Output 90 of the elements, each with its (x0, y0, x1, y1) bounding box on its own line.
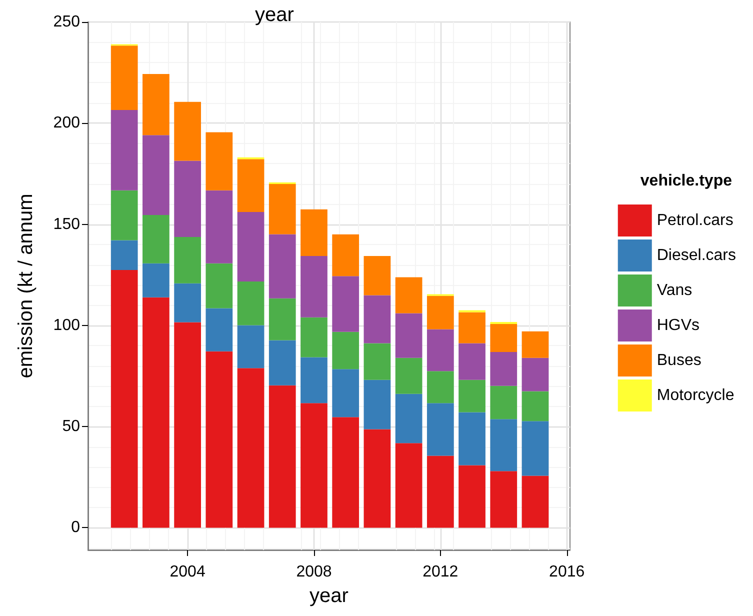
bar (522, 421, 549, 476)
legend-label: Diesel.cars (656, 247, 736, 264)
bar (364, 343, 391, 380)
bar (237, 159, 264, 212)
bar (332, 369, 360, 418)
bar (522, 391, 549, 422)
y-tick-label: 50 (62, 418, 80, 436)
bar (458, 343, 486, 380)
bar (490, 324, 518, 352)
bar (522, 476, 549, 528)
legend-label: Petrol.cars (656, 212, 734, 229)
bar (426, 371, 454, 404)
bar (458, 412, 486, 466)
bar (142, 297, 170, 528)
bar (490, 419, 518, 472)
bar (364, 295, 391, 344)
bar (490, 471, 518, 528)
legend-label: HGVs (656, 317, 700, 334)
bar (268, 298, 296, 340)
bar (395, 358, 422, 394)
bar (364, 429, 391, 528)
bar (174, 322, 201, 528)
bar (522, 358, 549, 392)
bar (332, 276, 360, 332)
bar (395, 313, 422, 358)
bar (174, 283, 201, 322)
bar (206, 190, 233, 264)
y-tick-label: 250 (53, 14, 80, 30)
bar (426, 296, 454, 330)
bar (110, 46, 138, 110)
y-axis-title: emission (kt / annum (15, 194, 37, 378)
bar (490, 386, 518, 420)
bar (490, 352, 518, 386)
bar (268, 184, 296, 234)
bar (174, 102, 201, 161)
bar (522, 331, 549, 358)
bar (142, 135, 170, 215)
y-tick-label: 100 (53, 316, 80, 334)
x-tick-label: 2012 (422, 564, 458, 580)
bar (300, 357, 328, 404)
bar (237, 282, 264, 326)
bar (332, 417, 360, 528)
bar (300, 403, 328, 528)
y-tick-label: 150 (53, 216, 80, 233)
y-tick-label: 0 (71, 519, 80, 536)
bar (300, 317, 328, 358)
x-axis-title: year (310, 585, 349, 607)
x-tick-label: 2004 (170, 564, 206, 580)
bar (110, 240, 138, 270)
chart-title: year (255, 4, 294, 26)
x-tick-label: 2016 (549, 564, 585, 580)
bar (332, 234, 360, 276)
bar (268, 234, 296, 298)
bar (395, 277, 422, 314)
bar (426, 403, 454, 456)
legend-label: Motorcycle (656, 387, 734, 404)
bar (206, 263, 233, 308)
bar (268, 340, 296, 386)
legend-label: Vans (656, 282, 692, 299)
bar (110, 270, 138, 528)
legend-label: Buses (656, 352, 702, 369)
bar (458, 312, 486, 344)
bar (174, 160, 201, 238)
bar (332, 332, 360, 370)
bar (395, 394, 422, 444)
bar (458, 380, 486, 412)
bar (395, 443, 422, 528)
bar (268, 385, 296, 528)
bar (142, 263, 170, 298)
bar (364, 380, 391, 430)
bar (300, 256, 328, 318)
bar (142, 214, 170, 264)
bar (110, 110, 138, 190)
bar (426, 456, 454, 528)
bar (174, 237, 201, 284)
bar (364, 256, 391, 296)
bar (142, 74, 170, 136)
x-tick-label: 2008 (296, 564, 332, 580)
bar (206, 351, 233, 528)
bar (426, 329, 454, 372)
bar (206, 308, 233, 352)
legend-title: vehicle.type (640, 172, 732, 190)
bar (300, 209, 328, 256)
bar (237, 325, 264, 368)
bar (237, 368, 264, 528)
bar (458, 465, 486, 528)
y-tick-label: 200 (53, 114, 80, 132)
bar (206, 132, 233, 190)
bar (237, 212, 264, 282)
bar (110, 190, 138, 240)
